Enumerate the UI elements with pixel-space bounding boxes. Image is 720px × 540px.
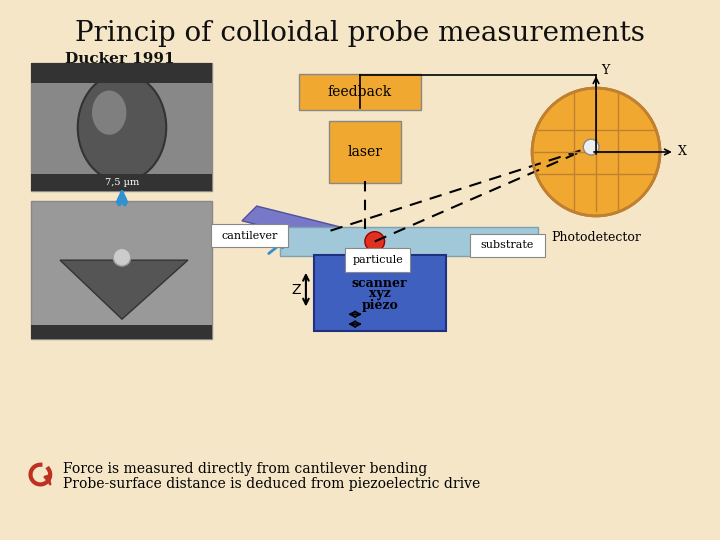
Text: scanner: scanner — [352, 277, 408, 290]
Bar — [30, 64, 212, 191]
FancyBboxPatch shape — [346, 248, 410, 272]
Text: piézo: piézo — [361, 298, 398, 312]
Bar — [30, 64, 212, 83]
Text: Y: Y — [601, 64, 609, 77]
FancyBboxPatch shape — [280, 227, 538, 256]
Text: feedback: feedback — [328, 85, 392, 99]
Ellipse shape — [92, 91, 127, 135]
Text: Force is measured directly from cantilever bending: Force is measured directly from cantilev… — [63, 462, 427, 476]
Text: cantilever: cantilever — [222, 231, 278, 241]
Text: X: X — [678, 145, 687, 158]
Ellipse shape — [78, 73, 166, 181]
Circle shape — [583, 139, 599, 155]
Bar — [30, 325, 212, 339]
Text: Princip of colloidal probe measurements: Princip of colloidal probe measurements — [75, 21, 645, 48]
Text: Probe-surface distance is deduced from piezoelectric drive: Probe-surface distance is deduced from p… — [63, 477, 480, 491]
Bar — [30, 174, 212, 191]
Circle shape — [532, 88, 660, 216]
FancyBboxPatch shape — [328, 120, 401, 184]
Text: Ducker 1991: Ducker 1991 — [65, 51, 174, 65]
Circle shape — [365, 232, 384, 251]
FancyBboxPatch shape — [299, 75, 421, 110]
Circle shape — [113, 248, 131, 266]
Text: xyz: xyz — [369, 287, 390, 300]
FancyBboxPatch shape — [212, 224, 288, 247]
Text: particule: particule — [352, 255, 403, 265]
Polygon shape — [60, 260, 188, 319]
FancyBboxPatch shape — [314, 255, 446, 331]
Text: laser: laser — [348, 145, 382, 159]
Text: Z: Z — [292, 282, 301, 296]
Polygon shape — [242, 206, 355, 245]
FancyBboxPatch shape — [470, 234, 545, 257]
Text: 7,5 µm: 7,5 µm — [105, 178, 139, 187]
Text: Photodetector: Photodetector — [551, 231, 641, 244]
Bar — [30, 201, 212, 339]
Text: substrate: substrate — [481, 240, 534, 251]
